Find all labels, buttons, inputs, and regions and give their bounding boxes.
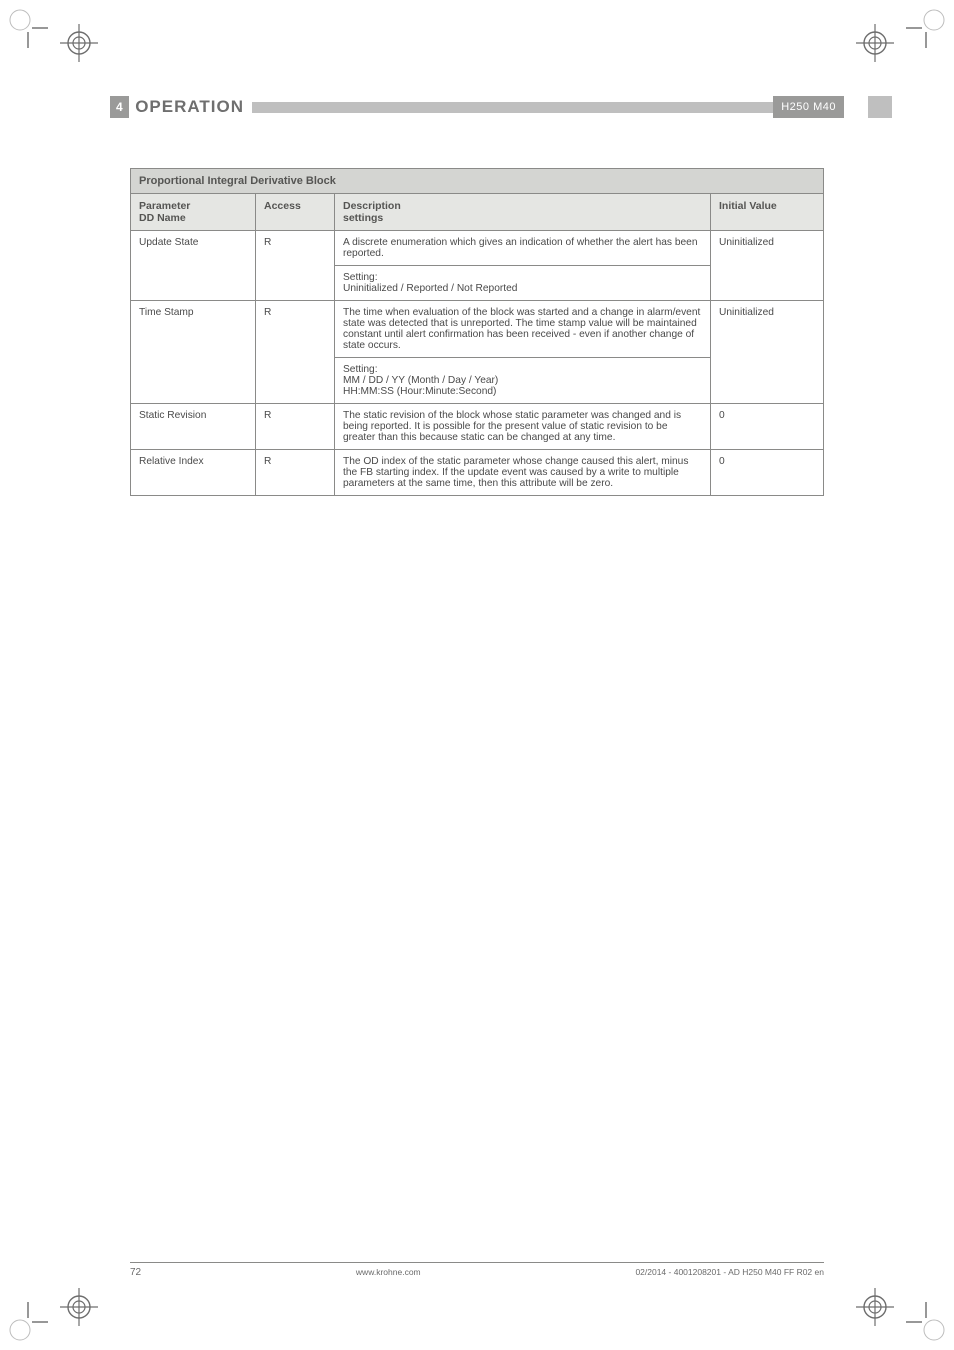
table-row: Time Stamp R The time when evaluation of…	[131, 301, 824, 404]
cell-description: A discrete enumeration which gives an in…	[335, 231, 710, 265]
table-row: Relative Index R The OD index of the sta…	[131, 450, 824, 496]
registration-mark-icon	[58, 22, 100, 64]
cell-access: R	[256, 404, 335, 450]
crop-mark-br	[906, 1302, 946, 1342]
registration-mark-icon	[854, 1286, 896, 1328]
cell-setting: Setting: Uninitialized / Reported / Not …	[335, 265, 710, 300]
cell-initial-value: 0	[711, 450, 824, 496]
footer-docref: 02/2014 - 4001208201 - AD H250 M40 FF R0…	[635, 1267, 824, 1278]
crop-mark-tr	[906, 8, 946, 48]
footer-site: www.krohne.com	[356, 1267, 421, 1278]
cell-param: Update State	[131, 231, 256, 301]
cell-initial-value: Uninitialized	[711, 301, 824, 404]
page-number: 72	[130, 1267, 141, 1278]
cell-access: R	[256, 450, 335, 496]
cell-param: Relative Index	[131, 450, 256, 496]
pid-block-table: Proportional Integral Derivative Block P…	[130, 168, 824, 496]
table-row: Update State R A discrete enumeration wh…	[131, 231, 824, 301]
cell-param: Time Stamp	[131, 301, 256, 404]
header-accent	[868, 96, 892, 118]
cell-description: The OD index of the static parameter who…	[335, 450, 711, 496]
registration-mark-icon	[854, 22, 896, 64]
page-header: 4 OPERATION H250 M40	[110, 96, 844, 118]
device-model-badge: H250 M40	[773, 96, 844, 118]
section-title: OPERATION	[129, 96, 244, 118]
header-rule	[244, 96, 773, 118]
page-footer: 72 www.krohne.com 02/2014 - 4001208201 -…	[130, 1262, 824, 1278]
cell-description: The time when evaluation of the block wa…	[335, 301, 710, 357]
cell-access: R	[256, 231, 335, 301]
crop-mark-tl	[8, 8, 48, 48]
section-number-badge: 4	[110, 96, 129, 118]
cell-setting: Setting: MM / DD / YY (Month / Day / Yea…	[335, 357, 710, 403]
crop-mark-bl	[8, 1302, 48, 1342]
col-header-parameter: Parameter DD Name	[131, 194, 256, 231]
cell-access: R	[256, 301, 335, 404]
col-header-initial-value: Initial Value	[711, 194, 824, 231]
table-title: Proportional Integral Derivative Block	[131, 169, 824, 194]
cell-description: The static revision of the block whose s…	[335, 404, 711, 450]
cell-initial-value: Uninitialized	[711, 231, 824, 301]
col-header-access: Access	[256, 194, 335, 231]
cell-param: Static Revision	[131, 404, 256, 450]
table-row: Static Revision R The static revision of…	[131, 404, 824, 450]
col-header-description: Description settings	[335, 194, 711, 231]
registration-mark-icon	[58, 1286, 100, 1328]
cell-initial-value: 0	[711, 404, 824, 450]
